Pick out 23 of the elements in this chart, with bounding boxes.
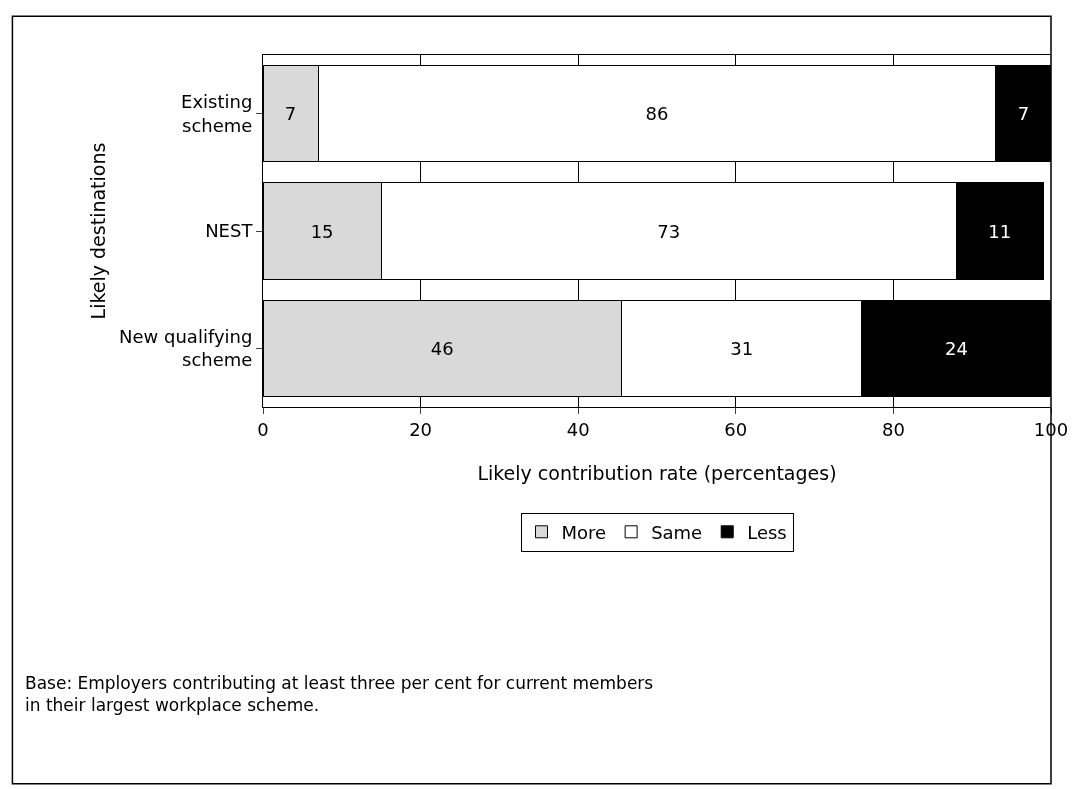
data-label: 86 (645, 103, 669, 125)
y-tick-label: NEST (205, 220, 254, 242)
text: Base: Employers contributing at least three per cent for current members in their largest workplace scheme. (25, 673, 654, 716)
data-label: 31 (730, 337, 754, 359)
x-tick-label: 0 (257, 418, 269, 440)
y-axis-title: Likely destinations (86, 142, 109, 320)
y-tick-label: Existing scheme (181, 91, 253, 136)
x-axis-title: Likely contribution rate (percentages) (477, 462, 837, 485)
legend-label: More (561, 521, 607, 543)
x-tick-label: 60 (724, 418, 748, 440)
data-label: 7 (1017, 103, 1030, 125)
legend-label: Same (651, 521, 703, 543)
data-label: 46 (430, 337, 454, 359)
legend-label: Less (747, 521, 787, 543)
y-tick-label: New qualifying scheme (119, 325, 253, 371)
x-tick-label: 20 (409, 418, 433, 440)
x-tick-label: 40 (566, 418, 590, 440)
data-label: 7 (284, 103, 297, 125)
data-label: 11 (988, 220, 1012, 242)
data-label: 73 (657, 220, 681, 242)
data-label: 15 (310, 220, 334, 242)
x-tick-label: 80 (881, 418, 905, 440)
data-label: 24 (944, 337, 968, 359)
